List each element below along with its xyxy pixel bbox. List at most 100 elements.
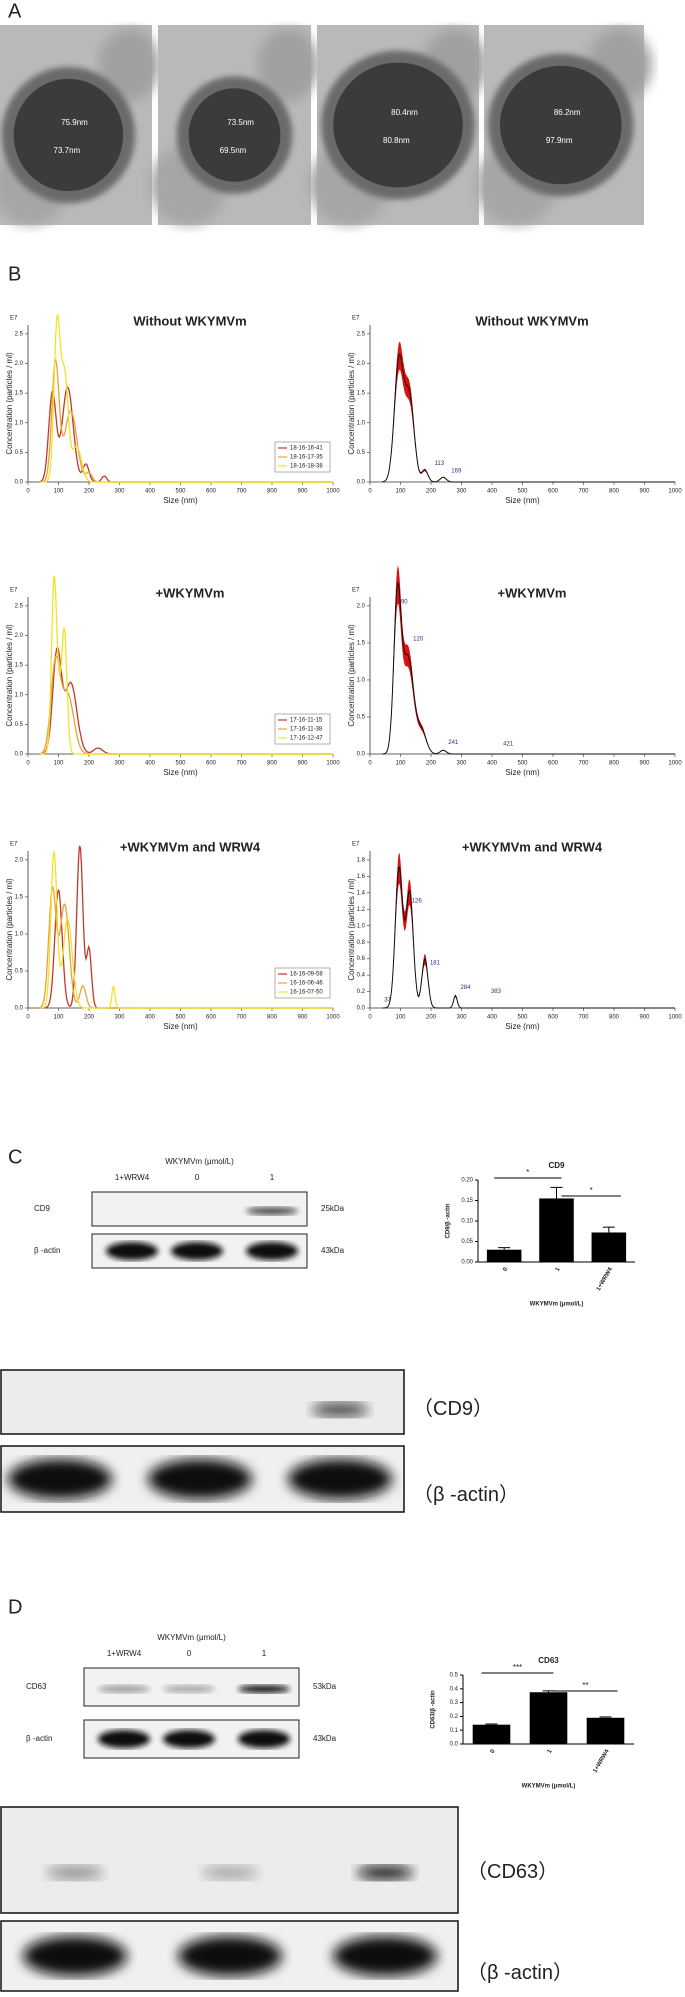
- y-tick-label: 0.5: [357, 715, 366, 721]
- size-label: 86.2nm: [554, 108, 581, 117]
- chart-title: CD9: [548, 1161, 565, 1170]
- plot-title: +WKYMVm: [156, 585, 225, 600]
- y-tick-label: 0.10: [461, 1219, 473, 1225]
- x-tick-label: 100: [53, 761, 64, 767]
- panel-label: B: [8, 263, 21, 285]
- y-tick-label: 0.0: [357, 752, 366, 758]
- x-tick-label: 600: [548, 1015, 559, 1021]
- legend-label: 17-16-12-47: [290, 736, 323, 742]
- y-tick-label: 0.5: [357, 450, 366, 456]
- plot-title: Without WKYMVm: [475, 313, 588, 328]
- y-tick-label: 2.0: [357, 361, 366, 367]
- y-tick-label: 0.5: [15, 969, 24, 975]
- x-tick-label: 900: [639, 761, 650, 767]
- x-tick-label: 600: [206, 1015, 217, 1021]
- size-label: 80.8nm: [383, 136, 410, 145]
- x-tick-label: 900: [297, 489, 308, 495]
- significance-mark: *: [526, 1168, 529, 1177]
- y-tick-label: 2.0: [15, 633, 24, 639]
- x-tick-label: 500: [175, 761, 186, 767]
- blot-label: （β -actin）: [413, 1483, 519, 1506]
- y-tick-label: 0.0: [15, 480, 24, 486]
- significance-mark: ***: [513, 1663, 522, 1672]
- x-tick-label: 800: [267, 1015, 278, 1021]
- size-marker: 25kDa: [321, 1204, 345, 1213]
- x-axis-label: WKYMVm (μmol/L): [522, 1784, 576, 1790]
- y-tick-label: 0.0: [450, 1742, 459, 1748]
- band: [238, 1730, 290, 1748]
- peak-label: 169: [451, 468, 462, 474]
- x-tick-label: 1+WRW4: [593, 1748, 611, 1774]
- x-tick-label: 1000: [668, 489, 682, 495]
- y-tick-label: 0.5: [15, 450, 24, 456]
- x-tick-label: 300: [114, 761, 125, 767]
- x-tick-label: 900: [297, 761, 308, 767]
- bar: [529, 1692, 568, 1744]
- peak-label: 126: [412, 899, 423, 905]
- blot-label: （β -actin）: [467, 1961, 573, 1984]
- panel-label: A: [8, 0, 22, 22]
- x-tick-label: 400: [145, 489, 156, 495]
- bar: [539, 1198, 574, 1262]
- lane-label: 1: [270, 1173, 275, 1182]
- x-tick-label: 200: [426, 489, 437, 495]
- x-tick-label: 800: [609, 1015, 620, 1021]
- x-tick-label: 0: [368, 761, 372, 767]
- x-tick-label: 0: [26, 489, 30, 495]
- x-axis-label: Size (nm): [505, 768, 540, 777]
- background-particle: [257, 29, 319, 101]
- x-axis-label: Size (nm): [505, 496, 540, 505]
- y-tick-label: 2.5: [15, 331, 24, 337]
- x-tick-label: 0: [490, 1748, 497, 1754]
- plot-title: +WKYMVm and WRW4: [462, 839, 603, 854]
- bar: [472, 1724, 511, 1744]
- y-tick-label: 1.2: [357, 907, 366, 913]
- x-tick-label: 900: [297, 1015, 308, 1021]
- size-label: 69.5nm: [220, 146, 247, 155]
- size-curve: [40, 575, 333, 755]
- band: [8, 1459, 112, 1499]
- peak-label: 113: [435, 461, 445, 467]
- x-tick-label: 800: [609, 761, 620, 767]
- bar: [591, 1232, 627, 1262]
- peak-label: 241: [448, 740, 459, 746]
- blot-label: （CD9）: [413, 1397, 493, 1420]
- y-tick-label: 0.4: [450, 1686, 459, 1692]
- x-tick-label: 700: [578, 761, 589, 767]
- y-tick-label: 2.0: [15, 361, 24, 367]
- x-tick-label: 1+WRW4: [596, 1266, 614, 1292]
- x-tick-label: 800: [267, 489, 278, 495]
- x-tick-label: 100: [395, 1015, 406, 1021]
- error-band: [382, 853, 675, 1008]
- bar: [486, 1249, 522, 1262]
- plot-title: +WKYMVm and WRW4: [120, 839, 261, 854]
- row-label: CD63: [26, 1682, 47, 1691]
- x-tick-label: 0: [502, 1266, 509, 1272]
- exponent: E7: [10, 842, 18, 848]
- band: [202, 1865, 258, 1880]
- exponent: E7: [10, 316, 18, 322]
- lane-label: 1+WRW4: [107, 1649, 142, 1658]
- vesicle: [333, 62, 463, 188]
- exponent: E7: [352, 588, 360, 594]
- mean-curve: [382, 866, 675, 1009]
- plot-title: +WKYMVm: [498, 585, 567, 600]
- y-tick-label: 0.0: [15, 1006, 24, 1012]
- y-tick-label: 1.0: [357, 420, 366, 426]
- y-tick-label: 1.0: [15, 932, 24, 938]
- legend-label: 16-16-07-50: [290, 990, 323, 996]
- y-axis-label: CD9/β -actin: [446, 1203, 452, 1238]
- band: [357, 1865, 413, 1880]
- band: [333, 1936, 437, 1976]
- row-label: β -actin: [26, 1734, 52, 1743]
- y-tick-label: 0.1: [450, 1728, 459, 1734]
- band: [171, 1242, 223, 1260]
- y-tick-label: 0.0: [15, 752, 24, 758]
- vesicle: [13, 78, 124, 192]
- x-tick-label: 500: [517, 1015, 528, 1021]
- y-tick-label: 1.0: [357, 923, 366, 929]
- x-tick-label: 400: [145, 761, 156, 767]
- legend-label: 18-16-17-35: [290, 455, 323, 461]
- y-tick-label: 1.0: [15, 420, 24, 426]
